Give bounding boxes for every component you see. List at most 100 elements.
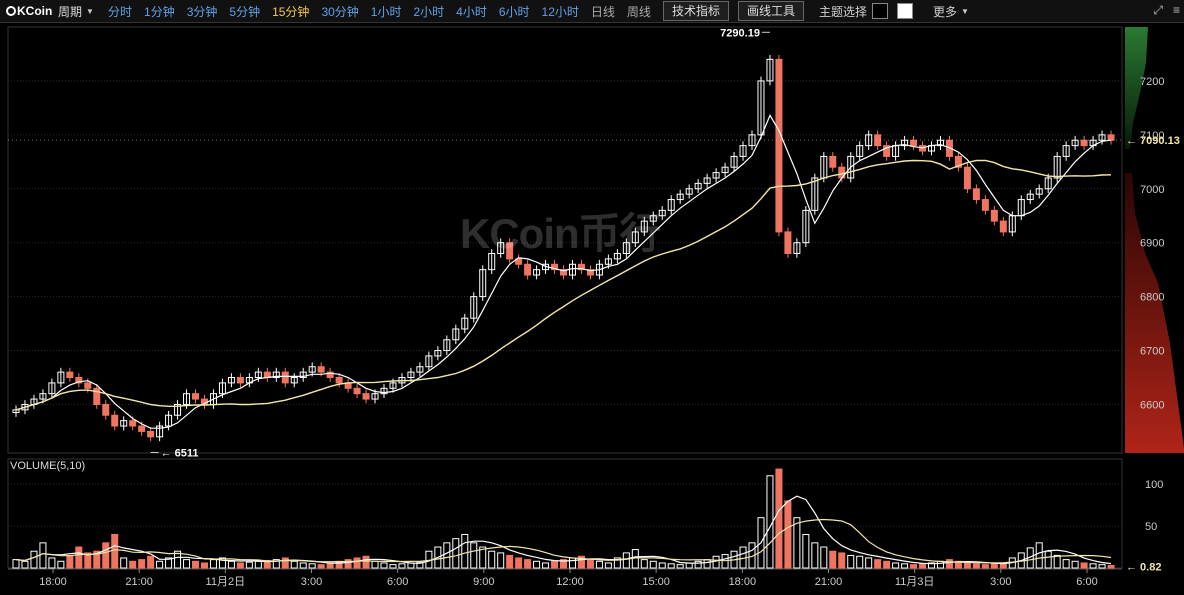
- interval-list: 分时 1分钟 3分钟 5分钟 15分钟 30分钟 1小时 2小时 4小时 6小时 12小时 日线 周线: [108, 3, 663, 20]
- candle: [533, 269, 541, 276]
- volume-bar: [1044, 550, 1052, 569]
- volume-bar: [174, 550, 182, 569]
- interval-1[interactable]: 1分钟: [144, 4, 175, 19]
- candle: [452, 328, 460, 341]
- interval-10[interactable]: 12小时: [541, 4, 579, 19]
- volume-bar: [577, 555, 585, 569]
- interval-9[interactable]: 6小时: [498, 4, 530, 19]
- volume-bar: [48, 557, 56, 569]
- current-volume-label: ← 0.82: [1126, 561, 1161, 573]
- volume-bar: [676, 564, 684, 569]
- volume-bar: [990, 563, 998, 569]
- volume-bar: [613, 557, 621, 569]
- interval-12[interactable]: 周线: [626, 4, 651, 19]
- candle: [39, 393, 47, 400]
- interval-6[interactable]: 1小时: [370, 4, 402, 19]
- volume-bar: [102, 542, 110, 569]
- volume-bar: [165, 557, 173, 569]
- volume-tick-label: 50: [1145, 521, 1157, 533]
- volume-ma-fast-line: [15, 495, 1112, 565]
- volume-bar: [75, 546, 83, 569]
- candle: [488, 252, 496, 271]
- volume-bar: [533, 560, 541, 569]
- volume-bar: [461, 533, 469, 569]
- volume-bar: [93, 550, 101, 569]
- low-price-label: ← 6511: [161, 447, 199, 459]
- candle: [757, 80, 765, 136]
- volume-bar: [120, 557, 128, 569]
- candle: [138, 425, 146, 432]
- candle: [308, 366, 316, 373]
- volume-bar: [712, 555, 720, 569]
- volume-bar: [111, 533, 119, 569]
- time-tick-label: 18:00: [39, 576, 67, 588]
- candle: [21, 403, 29, 411]
- period-dropdown[interactable]: 周期 ▼: [58, 3, 108, 20]
- interval-0[interactable]: 分时: [108, 4, 133, 19]
- volume-bar: [901, 563, 909, 569]
- high-price-label: 7290.19: [720, 27, 760, 39]
- expand-icon[interactable]: ⤢: [1153, 3, 1163, 17]
- volume-title: VOLUME(5,10): [10, 460, 85, 472]
- theme-label: 主题选择: [818, 4, 867, 19]
- candle: [551, 263, 559, 271]
- volume-bar: [290, 560, 298, 569]
- volume-bar: [416, 561, 424, 569]
- interval-8[interactable]: 4小时: [456, 4, 487, 19]
- volume-bar: [21, 560, 29, 569]
- volume-bar: [380, 562, 388, 569]
- candle: [254, 371, 262, 379]
- candle: [676, 193, 684, 201]
- candle: [1080, 139, 1088, 147]
- candle: [954, 155, 962, 168]
- volume-bar: [721, 554, 729, 569]
- candle: [479, 269, 487, 298]
- drawing-tools-button[interactable]: 画线工具: [737, 1, 804, 21]
- interval-2[interactable]: 3分钟: [186, 4, 218, 19]
- depth-bid-area: [1125, 27, 1148, 149]
- volume-bar: [254, 560, 262, 569]
- volume-ma-slow-line: [15, 518, 1112, 564]
- candle: [218, 382, 226, 395]
- more-dropdown[interactable]: 更多 ▼: [933, 3, 969, 20]
- volume-bar: [281, 557, 289, 569]
- candle: [380, 387, 388, 395]
- volume-bar: [936, 560, 944, 569]
- candle: [586, 269, 594, 276]
- indicators-button[interactable]: 技术指标: [662, 1, 729, 21]
- candle: [856, 145, 864, 157]
- volume-bar: [1071, 560, 1079, 569]
- candle: [577, 263, 585, 271]
- theme-light-swatch[interactable]: [896, 3, 913, 19]
- price-tick-label: 6900: [1140, 238, 1164, 250]
- candle: [999, 220, 1007, 233]
- logo-mark-icon: [6, 6, 16, 16]
- candle: [371, 393, 379, 400]
- volume-bar: [488, 550, 496, 569]
- menu-icon[interactable]: ≡: [1172, 3, 1180, 17]
- interval-4[interactable]: 15分钟: [272, 4, 310, 19]
- volume-bar: [434, 546, 442, 569]
- candle: [829, 155, 837, 168]
- interval-5[interactable]: 30分钟: [321, 4, 359, 19]
- candle: [1107, 134, 1115, 141]
- time-tick-label: 11月3日: [895, 576, 935, 588]
- candle: [425, 355, 433, 368]
- toolbar: KCoin 周期 ▼ 分时 1分钟 3分钟 5分钟 15分钟 30分钟 1小时 2小时 4小时 6…: [0, 0, 1184, 23]
- interval-7[interactable]: 2小时: [413, 4, 445, 19]
- candle: [560, 269, 568, 276]
- candle: [613, 252, 621, 260]
- interval-3[interactable]: 5分钟: [229, 4, 261, 19]
- candle: [156, 425, 164, 438]
- chevron-down-icon: ▼: [961, 6, 969, 16]
- volume-bar: [506, 554, 514, 569]
- candle: [685, 188, 693, 195]
- theme-dark-swatch[interactable]: [871, 3, 888, 19]
- candle: [990, 209, 998, 222]
- candle: [721, 166, 729, 174]
- price-volume-chart[interactable]: 6600 6700 6800 6900 7000 7100 7200 50 100 7290.19…: [0, 23, 1184, 595]
- volume-bar: [147, 555, 155, 569]
- interval-11[interactable]: 日线: [590, 4, 615, 19]
- candle: [57, 371, 65, 384]
- candle: [694, 182, 702, 190]
